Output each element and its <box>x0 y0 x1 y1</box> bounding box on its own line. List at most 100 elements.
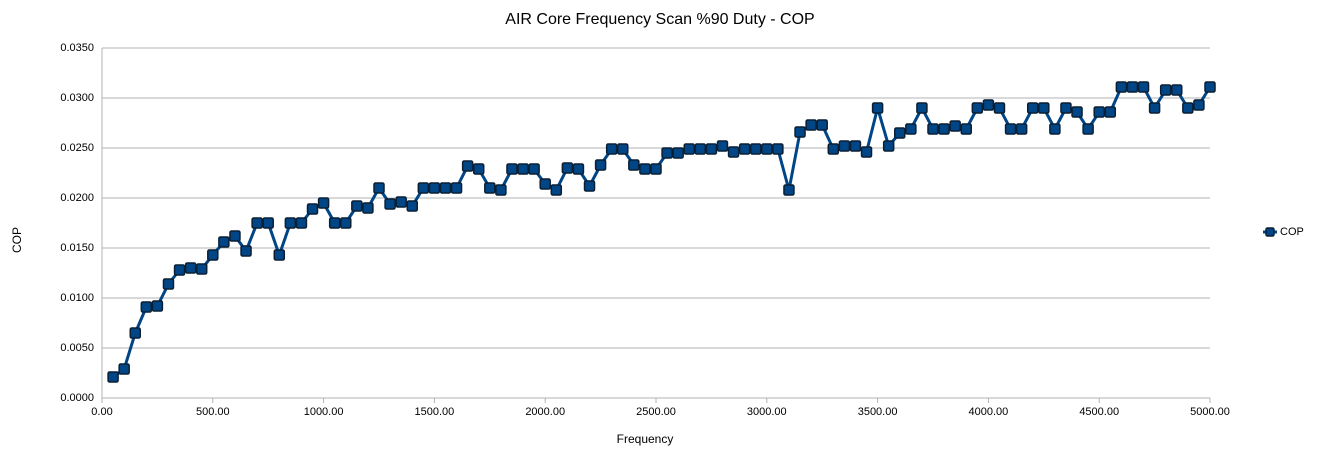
point <box>628 159 640 171</box>
point <box>295 217 308 229</box>
point <box>1126 81 1139 93</box>
point <box>794 126 806 138</box>
point <box>506 163 518 175</box>
point <box>672 147 684 159</box>
point <box>705 143 718 155</box>
point <box>461 160 474 172</box>
point <box>661 147 673 159</box>
point <box>916 102 928 114</box>
point <box>1204 81 1216 93</box>
y-axis-title: COP <box>10 227 24 253</box>
point <box>417 182 430 194</box>
point <box>716 140 729 152</box>
point <box>816 119 828 131</box>
y-tick-label: 0.0000 <box>60 392 94 404</box>
point <box>1071 106 1083 118</box>
point <box>439 182 452 194</box>
point <box>805 119 817 131</box>
point <box>949 120 961 132</box>
x-axis-title: Frequency <box>617 432 674 446</box>
point <box>528 163 540 175</box>
x-tick-label: 4000.00 <box>969 406 1009 418</box>
legend-label: COP <box>1280 226 1304 238</box>
point <box>406 200 418 212</box>
point <box>783 184 795 196</box>
point <box>395 196 407 208</box>
x-tick-label: 0.00 <box>91 406 112 418</box>
point <box>1093 106 1105 118</box>
point <box>1115 81 1128 93</box>
point <box>1159 84 1172 96</box>
point <box>450 182 463 194</box>
point <box>605 143 618 155</box>
point <box>107 371 119 383</box>
point <box>1148 102 1161 114</box>
point <box>1171 84 1183 96</box>
point <box>328 217 341 229</box>
y-tick-label: 0.0200 <box>60 192 94 204</box>
point <box>871 102 884 114</box>
x-tick-label: 1000.00 <box>304 406 344 418</box>
point <box>184 262 197 274</box>
point <box>284 217 297 229</box>
legend-marker <box>1265 227 1275 237</box>
point <box>306 203 319 215</box>
point <box>860 146 873 158</box>
point <box>251 217 263 229</box>
point <box>262 217 274 229</box>
point <box>1060 102 1072 114</box>
point <box>173 264 186 276</box>
point <box>428 182 441 194</box>
x-tick-label: 4500.00 <box>1079 406 1119 418</box>
point <box>1104 106 1117 118</box>
point <box>229 230 241 242</box>
point <box>738 143 751 155</box>
point <box>761 143 773 155</box>
point <box>484 182 496 194</box>
point <box>118 363 130 375</box>
point <box>1182 102 1194 114</box>
point <box>572 163 585 175</box>
x-tick-label: 3500.00 <box>858 406 898 418</box>
point <box>1137 81 1150 93</box>
point <box>639 163 651 175</box>
point <box>772 143 784 155</box>
x-tick-label: 1500.00 <box>415 406 455 418</box>
point <box>550 184 563 196</box>
point <box>195 263 208 275</box>
point <box>1038 102 1050 114</box>
point <box>583 180 596 192</box>
point <box>273 249 286 261</box>
y-tick-label: 0.0100 <box>60 292 94 304</box>
series-line <box>112 85 1212 379</box>
point <box>960 123 972 135</box>
point <box>129 327 141 339</box>
y-tick-label: 0.0050 <box>60 342 94 354</box>
point <box>373 182 385 194</box>
chart-title: AIR Core Frequency Scan %90 Duty - COP <box>505 11 814 28</box>
point <box>1049 123 1061 135</box>
y-tick-label: 0.0150 <box>60 242 94 254</box>
point <box>317 197 330 209</box>
point <box>971 102 984 114</box>
point <box>162 278 175 290</box>
point <box>561 162 574 174</box>
point <box>694 143 707 155</box>
point <box>938 123 950 135</box>
point <box>838 140 851 152</box>
point <box>749 143 762 155</box>
x-tick-label: 500.00 <box>196 406 230 418</box>
point <box>594 159 607 171</box>
point <box>650 163 662 175</box>
x-tick-label: 5000.00 <box>1190 406 1230 418</box>
x-tick-label: 3000.00 <box>747 406 787 418</box>
point <box>982 99 995 111</box>
point <box>151 300 164 312</box>
point <box>905 123 917 135</box>
point <box>1026 102 1039 114</box>
point <box>351 200 363 212</box>
point <box>218 236 230 248</box>
point <box>140 301 153 313</box>
point <box>683 143 695 155</box>
